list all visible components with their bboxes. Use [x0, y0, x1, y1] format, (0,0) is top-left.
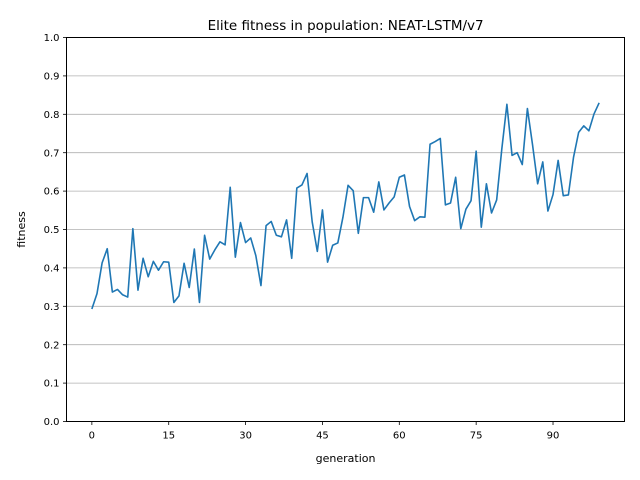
- y-tick-label: 0.6: [44, 187, 60, 198]
- x-tick-label: 75: [470, 431, 483, 442]
- x-axis-ticks: 0 15 30 45 60 75 90: [89, 421, 560, 442]
- y-tick-label: 0.7: [44, 148, 60, 159]
- x-tick-label: 0: [89, 431, 95, 442]
- y-tick-label: 0.4: [44, 264, 60, 275]
- fitness-series-line: [91, 102, 600, 310]
- x-axis-label: generation: [316, 452, 376, 465]
- y-axis-ticks: 0.0 0.1 0.2 0.3 0.4 0.5 0.6 0.7 0.8 0.9 1.0: [44, 33, 67, 428]
- chart-title: Elite fitness in population: NEAT-LSTM/v…: [208, 18, 484, 34]
- y-tick-label: 1.0: [44, 33, 60, 44]
- fitness-line-layer: [91, 102, 600, 310]
- y-tick-label: 0.3: [44, 302, 60, 313]
- y-tick-label: 0.8: [44, 110, 60, 121]
- y-axis-label: fitness: [15, 211, 28, 248]
- y-tick-label: 0.0: [44, 417, 60, 428]
- y-tick-label: 0.5: [44, 225, 60, 236]
- x-tick-label: 15: [162, 431, 175, 442]
- x-tick-label: 45: [316, 431, 329, 442]
- y-tick-label: 0.1: [44, 379, 60, 390]
- gridlines: [66, 37, 625, 422]
- y-tick-label: 0.2: [44, 340, 60, 351]
- x-tick-label: 90: [547, 431, 560, 442]
- x-tick-label: 60: [393, 431, 406, 442]
- x-tick-label: 30: [239, 431, 252, 442]
- y-tick-label: 0.9: [44, 72, 60, 83]
